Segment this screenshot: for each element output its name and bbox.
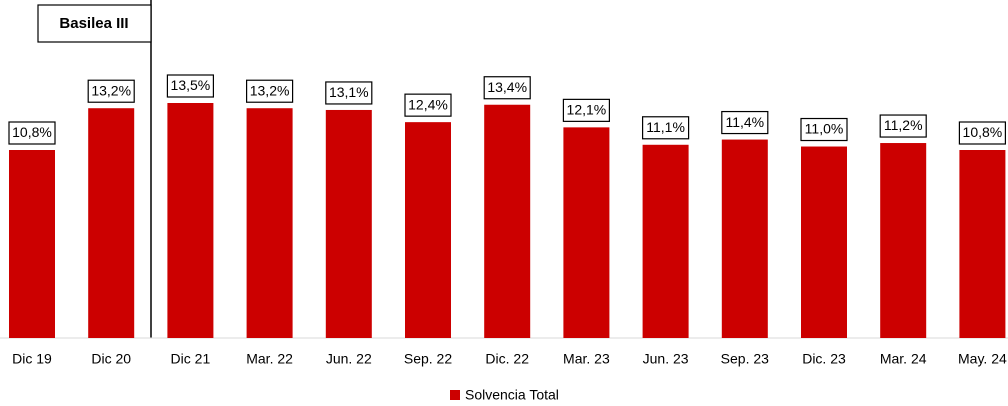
data-label: 13,1% <box>329 84 369 100</box>
x-tick-label: Dic. 23 <box>802 351 846 367</box>
data-label-box <box>958 121 1007 145</box>
bar <box>9 150 55 338</box>
bar <box>801 146 847 338</box>
bar <box>959 150 1006 338</box>
data-label-box <box>166 74 214 98</box>
data-label: 12,1% <box>567 102 607 118</box>
x-tick-label: Dic. 22 <box>485 351 529 367</box>
data-label: 11,2% <box>884 117 923 133</box>
data-label-box <box>483 76 531 100</box>
bar <box>880 143 927 338</box>
data-label: 13,2% <box>91 82 131 98</box>
x-tick-label: Jun. 22 <box>326 351 372 367</box>
x-tick-label: Mar. 23 <box>563 351 610 367</box>
data-label: 11,0% <box>805 121 844 137</box>
x-tick-label: May. 24 <box>958 351 1007 367</box>
data-label: 13,5% <box>171 77 211 93</box>
bar <box>167 103 214 338</box>
data-label: 13,4% <box>487 79 527 95</box>
bar <box>721 139 768 338</box>
x-tick-label: Mar. 22 <box>246 351 293 367</box>
data-label-box <box>641 116 690 140</box>
annotation-box <box>37 4 152 43</box>
x-tick-label: Dic 20 <box>91 351 131 367</box>
data-label: 12,4% <box>408 96 448 112</box>
bar <box>484 104 531 338</box>
data-label-box <box>246 79 294 103</box>
data-label: 13,2% <box>250 82 290 98</box>
bar <box>325 109 372 339</box>
x-tick-label: Sep. 23 <box>721 351 769 367</box>
bar <box>246 108 293 338</box>
legend-swatch <box>450 390 460 400</box>
data-label: 11,1% <box>646 119 685 135</box>
x-tick-label: Jun. 23 <box>643 351 689 367</box>
data-label-box <box>8 121 56 145</box>
data-label-box <box>721 110 769 135</box>
annotation: Basilea III <box>59 15 128 32</box>
data-label-box <box>87 79 135 103</box>
data-label: 10,8% <box>963 124 1003 140</box>
data-label-box <box>325 81 373 105</box>
bar <box>88 108 135 338</box>
data-label-box <box>404 93 452 117</box>
data-label: 10,8% <box>12 124 52 140</box>
x-tick-label: Mar. 24 <box>880 351 927 367</box>
legend-label: Solvencia Total <box>465 387 559 403</box>
x-tick-label: Dic 21 <box>171 351 211 367</box>
bar <box>563 127 610 339</box>
data-label-box <box>879 114 927 138</box>
x-tick-label: Dic 19 <box>12 351 52 367</box>
data-label-box <box>800 117 848 142</box>
data-label-box <box>562 98 611 122</box>
bar <box>405 122 451 338</box>
data-label: 11,4% <box>725 114 764 130</box>
x-tick-label: Sep. 22 <box>404 351 452 367</box>
bar <box>642 144 689 338</box>
